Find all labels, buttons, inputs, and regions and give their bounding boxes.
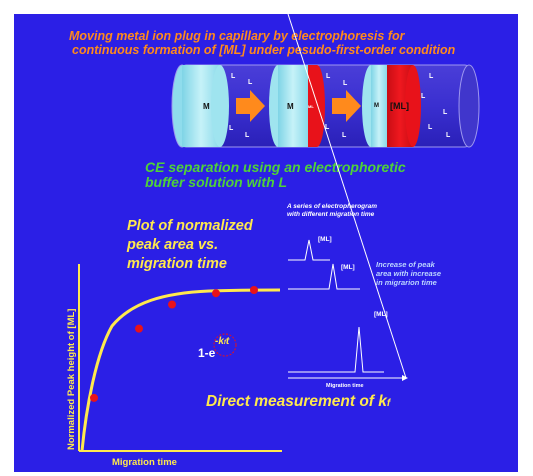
ligand-label: L: [229, 125, 234, 132]
kinetic-plot: [78, 264, 282, 452]
formula-highlight-ring: [213, 333, 237, 357]
direct-measurement-text: Direct measurement of k: [206, 393, 387, 410]
peak-label-3: [ML]: [374, 311, 388, 318]
formula-exp: -k: [215, 336, 224, 347]
x-axis-label: Migration time: [112, 457, 177, 468]
metal-plug-3: [371, 65, 387, 147]
direct-measurement-label: Direct measurement of kf: [206, 393, 390, 411]
peak-label-1: [ML]: [318, 236, 332, 243]
rise-curve: [80, 288, 281, 452]
slide: Moving metal ion plug in capillary by el…: [14, 14, 518, 472]
curve-point: [212, 289, 220, 298]
increase-note-line-3: in migrarion time: [376, 278, 437, 287]
complex-label-small: ML: [308, 104, 314, 109]
ligand-label: L: [446, 132, 451, 139]
ligand-label: L: [248, 79, 253, 86]
curve-point: [168, 300, 176, 309]
y-axis-label: Normalized Peak height of [ML]: [66, 308, 77, 450]
direct-measurement-sub: f: [386, 398, 391, 409]
ligand-label: L: [429, 73, 434, 80]
rate-formula: 1-e: [198, 346, 215, 360]
ligand-label: L: [428, 124, 433, 131]
plot-label-line-3: migration time: [127, 256, 227, 272]
trace-3: [288, 326, 384, 373]
title-line-2: continuous formation of [ML] under pesud…: [72, 43, 456, 57]
ligand-label: L: [326, 73, 331, 80]
increase-note-line-1: Increase of peak: [376, 260, 435, 269]
time-axis: [287, 14, 407, 379]
ligand-label: L: [343, 80, 348, 87]
time-axis-arrow-icon: [402, 375, 408, 381]
capillary-right-end: [458, 64, 480, 148]
formula-prefix: 1-e: [198, 346, 216, 360]
ligand-label: L: [443, 109, 448, 116]
ce-separation-line-1: CE separation using an electrophoretic: [145, 159, 406, 175]
capillary-diagram: [171, 64, 480, 148]
peak-label-2: [ML]: [341, 264, 355, 271]
series-note-line-1: A series of electropherogram: [287, 203, 378, 210]
metal-label-2: M: [287, 102, 294, 111]
formula-sub: f: [223, 340, 226, 346]
ligand-label: L: [245, 132, 250, 139]
metal-plug-2: [278, 65, 308, 147]
trace-1: [288, 239, 330, 261]
metal-label-3: M: [374, 103, 379, 109]
increase-note-line-2: area with increase: [376, 269, 442, 278]
arrow-right-icon: [332, 90, 361, 122]
metal-label-1: M: [203, 102, 210, 111]
ligand-label: L: [325, 124, 330, 131]
curve-point: [250, 286, 258, 294]
curve-point: [90, 393, 98, 402]
formula-t: t: [225, 336, 230, 347]
series-note-line-2: with different migration time: [287, 211, 375, 218]
ligand-label: L: [342, 132, 347, 139]
trace-2: [288, 263, 360, 290]
ligand-label: L: [231, 73, 236, 80]
formula-exponent: -kft: [215, 336, 229, 347]
plot-label-line-1: Plot of normalized: [127, 218, 253, 234]
ligand-label: L: [421, 93, 426, 100]
ce-separation-line-2: buffer solution with L: [145, 174, 288, 190]
curve-point: [135, 324, 143, 333]
complex-label: [ML]: [390, 101, 409, 111]
arrow-right-icon: [236, 90, 265, 122]
electropherogram-traces: [287, 14, 408, 381]
plot-label-line-2: peak area vs.: [127, 237, 219, 253]
migration-time-small-label: Migration time: [326, 383, 364, 389]
title-line-1: Moving metal ion plug in capillary by el…: [69, 29, 405, 43]
